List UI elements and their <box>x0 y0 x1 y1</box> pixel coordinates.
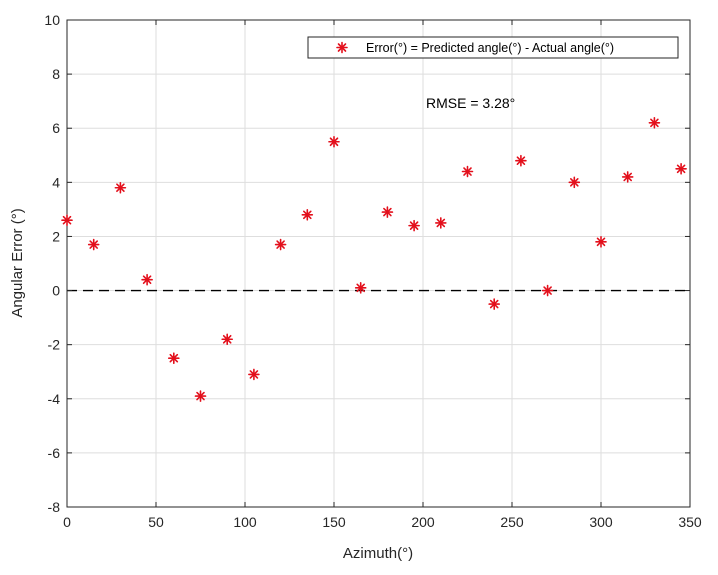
x-axis-label: Azimuth(°) <box>343 545 413 562</box>
y-tick-labels: -8 -6 -4 -2 0 2 4 6 8 10 <box>44 12 60 515</box>
asterisk-marker <box>568 176 581 189</box>
asterisk-marker <box>541 284 554 297</box>
x-tick-label: 200 <box>411 514 435 530</box>
legend-label: Error(°) = Predicted angle(°) - Actual a… <box>366 41 614 55</box>
asterisk-marker <box>194 390 207 402</box>
y-tick-label: 2 <box>52 228 60 244</box>
asterisk-marker <box>434 217 447 229</box>
asterisk-marker <box>87 238 100 251</box>
asterisk-marker <box>301 209 314 221</box>
asterisk-marker <box>141 273 153 286</box>
asterisk-marker <box>114 181 127 194</box>
data-points <box>61 117 687 402</box>
asterisk-marker <box>461 165 474 178</box>
asterisk-marker <box>408 219 420 232</box>
x-tick-label: 100 <box>233 514 257 530</box>
x-tick-label: 350 <box>678 514 702 530</box>
y-tick-label: -2 <box>48 337 61 353</box>
y-tick-label: 10 <box>44 12 60 28</box>
asterisk-marker <box>274 238 287 251</box>
y-tick-label: 4 <box>52 174 60 190</box>
x-tick-label: 50 <box>148 514 164 530</box>
y-tick-label: 0 <box>52 283 60 299</box>
y-tick-label: -6 <box>48 445 61 461</box>
x-tick-label: 150 <box>322 514 346 530</box>
axis-ticks <box>66 19 691 508</box>
asterisk-marker <box>354 282 367 294</box>
y-tick-label: -4 <box>48 391 61 407</box>
asterisk-marker <box>381 206 394 218</box>
y-axis-label: Angular Error (°) <box>9 208 26 317</box>
legend-box <box>307 36 679 59</box>
asterisk-marker <box>595 236 607 248</box>
x-tick-label: 300 <box>589 514 613 530</box>
asterisk-marker <box>621 171 634 183</box>
y-tick-label: 6 <box>52 120 60 136</box>
y-tick-label: -8 <box>48 499 61 515</box>
x-tick-labels: 0 50 100 150 200 250 300 350 <box>63 514 702 530</box>
x-tick-label: 0 <box>63 514 71 530</box>
asterisk-marker <box>328 135 340 148</box>
rmse-annotation: RMSE = 3.28° <box>426 95 515 111</box>
asterisk-marker <box>336 41 348 54</box>
x-tick-label: 250 <box>500 514 524 530</box>
y-tick-label: 8 <box>52 66 60 82</box>
asterisk-marker <box>515 154 527 167</box>
asterisk-marker <box>648 117 661 129</box>
legend: Error(°) = Predicted angle(°) - Actual a… <box>307 36 679 59</box>
asterisk-marker <box>488 298 501 310</box>
asterisk-marker <box>675 163 687 175</box>
asterisk-marker <box>221 333 233 346</box>
asterisk-marker <box>248 368 260 381</box>
asterisk-marker <box>168 352 180 364</box>
plot-frame <box>66 19 691 508</box>
asterisk-marker-icon <box>336 41 348 54</box>
asterisk-marker <box>61 214 73 227</box>
